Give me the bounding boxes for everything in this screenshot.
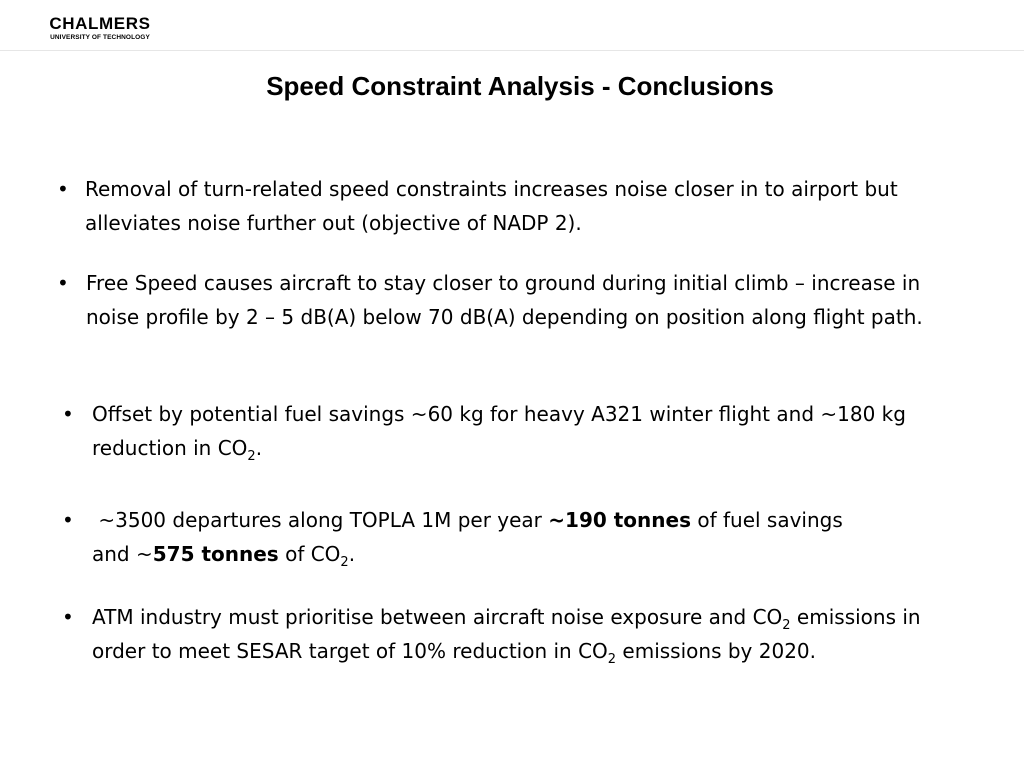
bullet-item-1: • Removal of turn-related speed constrai… <box>57 172 905 240</box>
bullet-dot-icon: • <box>57 271 69 295</box>
bullet-text: ~3500 departures along TOPLA 1M per year… <box>92 503 852 571</box>
bullet-dot-icon: • <box>57 177 69 201</box>
subscript: 2 <box>607 652 617 667</box>
bullet-dot-icon: • <box>62 402 74 426</box>
slide-title: Speed Constraint Analysis - Conclusions <box>266 71 774 101</box>
bullet-text-part: . <box>255 436 263 460</box>
bullet-dot-icon: • <box>62 508 74 532</box>
chalmers-logo: CHALMERS UNIVERSITY OF TECHNOLOGY <box>27 15 173 42</box>
bullet-item-3: • Offset by potential fuel savings ~60 k… <box>62 397 932 465</box>
logo-name: CHALMERS <box>49 14 151 33</box>
bullet-text: Offset by potential fuel savings ~60 kg … <box>92 397 932 465</box>
bullet-text-part: ATM industry must prioritise between air… <box>92 605 783 629</box>
bullet-text: Removal of turn-related speed constraint… <box>85 177 898 235</box>
subscript: 2 <box>340 555 349 570</box>
bullet-text-part: emissions by 2020. <box>616 639 816 663</box>
bullet-text: ATM industry must prioritise between air… <box>92 600 972 668</box>
bullet-text: Free Speed causes aircraft to stay close… <box>86 271 923 329</box>
bullet-text-part: Offset by potential fuel savings ~60 kg … <box>92 402 906 460</box>
logo-subtitle: UNIVERSITY OF TECHNOLOGY <box>50 34 150 41</box>
subscript: 2 <box>782 618 791 633</box>
bullet-text-part: of CO <box>278 542 341 566</box>
bullet-text-part: ~3500 departures along TOPLA 1M per year <box>92 508 549 532</box>
subscript: 2 <box>247 449 256 464</box>
bullet-text-part: . <box>348 542 356 566</box>
bullet-item-2: • Free Speed causes aircraft to stay clo… <box>57 266 926 334</box>
bullet-item-4: • ~3500 departures along TOPLA 1M per ye… <box>62 503 852 571</box>
bullet-item-5: • ATM industry must prioritise between a… <box>62 600 972 668</box>
bullet-text-part: of fuel savings and ~ <box>92 508 843 566</box>
header-bar: CHALMERS UNIVERSITY OF TECHNOLOGY <box>0 0 1024 51</box>
bullet-dot-icon: • <box>62 605 74 629</box>
bullet-bold-value: 575 tonnes <box>152 542 279 566</box>
bullet-bold-value: ~190 tonnes <box>548 508 691 532</box>
bullet-text-part: emissions in order to meet SESAR target … <box>92 605 921 663</box>
